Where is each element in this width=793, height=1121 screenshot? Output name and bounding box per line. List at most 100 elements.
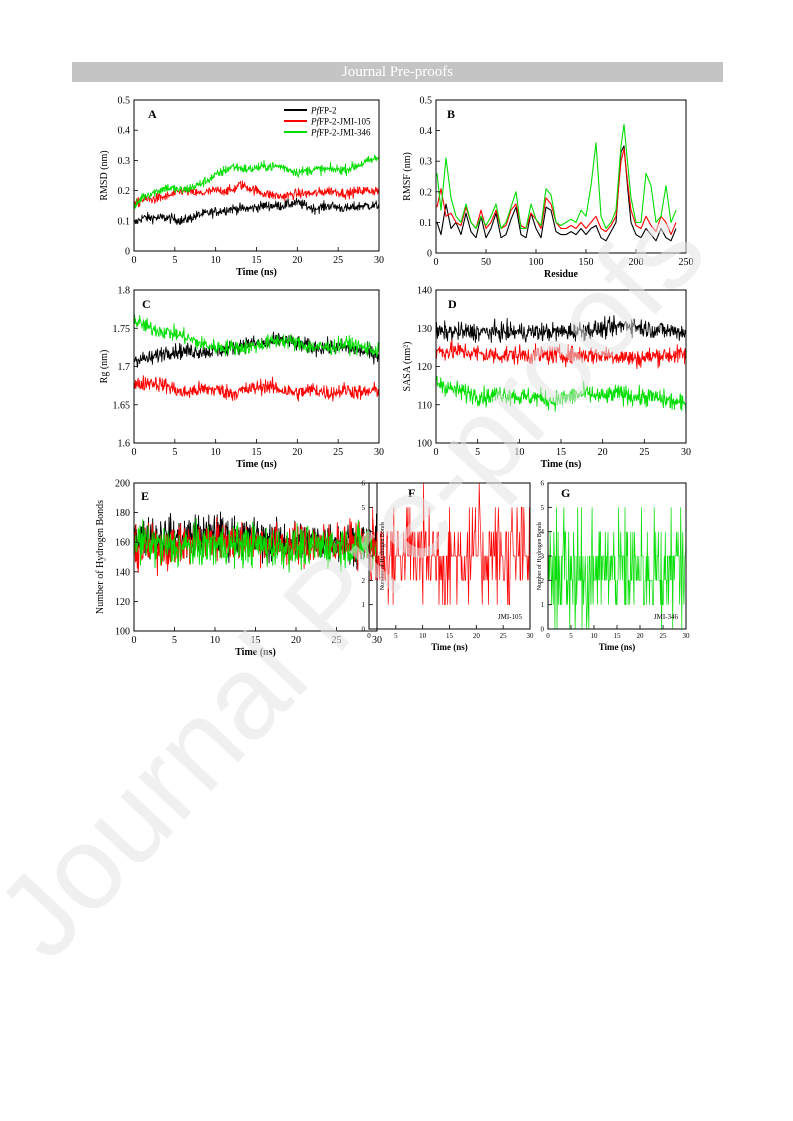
plot-area xyxy=(436,123,677,242)
x-tick-label: 15 xyxy=(252,255,262,266)
x-tick-label: 30 xyxy=(374,447,384,458)
x-tick-label: 30 xyxy=(374,255,384,266)
series-line-1 xyxy=(436,314,686,343)
panel-annotation: JMI-346 xyxy=(654,613,679,621)
series-line-3 xyxy=(134,314,379,358)
x-tick-label: 100 xyxy=(529,257,544,268)
y-tick-label: 160 xyxy=(115,538,130,549)
x-tick-label: 5 xyxy=(172,635,177,646)
x-tick-label: 25 xyxy=(332,635,342,646)
y-tick-label: 1.65 xyxy=(113,400,131,411)
y-tick-label: 0.5 xyxy=(118,96,131,107)
x-tick-label: 200 xyxy=(629,257,644,268)
plot-frame xyxy=(133,289,380,444)
y-tick-label: 180 xyxy=(115,508,130,519)
y-tick-label: 120 xyxy=(417,362,432,373)
y-tick-label: 5 xyxy=(541,504,545,512)
plot-area xyxy=(436,314,686,417)
y-tick-label: 1.75 xyxy=(113,324,131,335)
y-tick-label: 4 xyxy=(362,528,366,536)
y-tick-label: 100 xyxy=(417,439,432,450)
y-axis-label: RMSD (nm) xyxy=(99,150,110,200)
y-tick-label: 0 xyxy=(125,247,130,258)
y-tick-label: 3 xyxy=(541,552,545,560)
x-axis-label: Residue xyxy=(544,269,578,280)
panel-letter: F xyxy=(408,486,415,500)
y-tick-label: 1 xyxy=(541,601,545,609)
series-line-2 xyxy=(436,340,686,370)
y-tick-label: 5 xyxy=(362,504,366,512)
y-tick-label: 200 xyxy=(115,479,130,490)
x-tick-label: 5 xyxy=(394,632,398,640)
y-axis-label: Number of Hydrogen Bonds xyxy=(379,521,386,590)
y-tick-label: 0.4 xyxy=(118,126,131,137)
y-tick-label: 2 xyxy=(541,577,545,585)
x-tick-label: 0 xyxy=(367,632,371,640)
panel-letter: G xyxy=(561,486,570,500)
panel-letter: C xyxy=(142,297,151,311)
x-tick-label: 20 xyxy=(637,632,645,640)
series-line-3 xyxy=(134,518,377,573)
x-tick-label: 5 xyxy=(172,447,177,458)
plot-area xyxy=(548,507,686,629)
y-tick-label: 1.7 xyxy=(118,362,131,373)
x-tick-label: 0 xyxy=(434,257,439,268)
panel-letter: D xyxy=(448,297,457,311)
x-tick-label: 15 xyxy=(446,632,454,640)
x-tick-label: 30 xyxy=(681,447,691,458)
x-tick-label: 0 xyxy=(132,635,137,646)
series-line-2 xyxy=(436,148,677,236)
x-tick-label: 30 xyxy=(372,635,382,646)
y-tick-label: 0 xyxy=(362,625,366,633)
plot-area xyxy=(134,314,379,402)
panel-c: 0 5 10 15 20 25 30 1.6 1.65 1.7 1.75 1.8 Time (ns) Rg… xyxy=(99,286,384,471)
plot-area xyxy=(134,511,377,577)
y-tick-label: 0 xyxy=(541,625,545,633)
x-tick-label: 20 xyxy=(292,447,302,458)
x-axis-label: Time (ns) xyxy=(541,459,582,470)
plot-area xyxy=(134,154,379,226)
x-axis-label: Time (ns) xyxy=(431,642,468,652)
panel-g: 0 5 10 15 20 25 30 0 1 2 3 4 5 6 Time (ns) Number of Hy… xyxy=(536,479,690,652)
x-tick-label: 30 xyxy=(683,632,691,640)
series-line-1 xyxy=(436,145,677,242)
x-tick-label: 0 xyxy=(546,632,550,640)
x-tick-label: 25 xyxy=(639,447,649,458)
x-tick-label: 25 xyxy=(500,632,508,640)
x-tick-label: 25 xyxy=(333,447,343,458)
x-axis-label: Time (ns) xyxy=(235,647,276,658)
x-tick-label: 20 xyxy=(598,447,608,458)
x-tick-label: 5 xyxy=(475,447,480,458)
panel-letter: E xyxy=(141,489,149,503)
y-tick-label: 6 xyxy=(362,479,366,487)
x-tick-label: 10 xyxy=(211,255,221,266)
y-tick-label: 1 xyxy=(362,601,366,609)
y-tick-label: 3 xyxy=(362,552,366,560)
y-tick-label: 120 xyxy=(115,597,130,608)
y-tick-label: 0.1 xyxy=(118,216,131,227)
y-tick-label: 1.8 xyxy=(118,286,131,297)
panel-letter: A xyxy=(148,107,157,121)
x-tick-label: 15 xyxy=(252,447,262,458)
hbond-trace xyxy=(369,483,530,606)
y-tick-label: 1.6 xyxy=(118,439,131,450)
series-line-3 xyxy=(134,154,379,212)
x-tick-label: 0 xyxy=(434,447,439,458)
panel-a: 0 5 10 15 20 25 30 0 0.1 0.2 0.3 0.4 0.5 Time (ns) RMS… xyxy=(99,96,384,279)
x-tick-label: 250 xyxy=(679,257,694,268)
y-tick-label: 140 xyxy=(115,567,130,578)
x-axis-label: Time (ns) xyxy=(599,642,636,652)
y-tick-label: 0.3 xyxy=(118,156,131,167)
y-axis-label: SASA (nm²) xyxy=(402,342,413,392)
banner-text: Journal Pre-proofs xyxy=(341,64,454,80)
y-axis-label: Number of Hydrogen Bonds xyxy=(95,500,106,614)
x-tick-label: 20 xyxy=(473,632,481,640)
series-line-3 xyxy=(436,375,686,417)
panel-b: 0 50 100 150 200 250 0 0.1 0.2 0.3 0.4 0.5 Residue RM… xyxy=(402,96,694,281)
x-tick-label: 10 xyxy=(419,632,427,640)
x-tick-label: 25 xyxy=(333,255,343,266)
series-line-3 xyxy=(436,123,677,230)
